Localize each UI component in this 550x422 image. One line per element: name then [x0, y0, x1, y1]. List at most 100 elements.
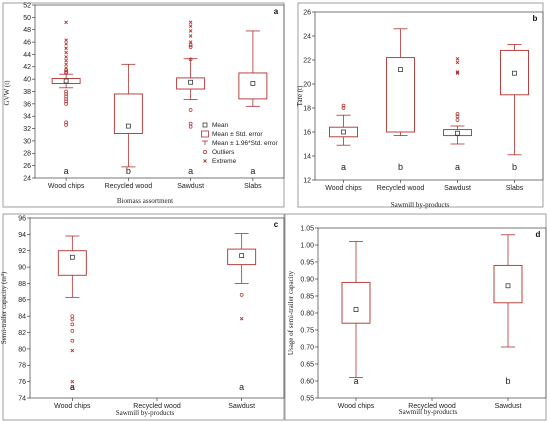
mean-marker-a — [188, 79, 193, 85]
extreme-a — [188, 34, 193, 38]
panel-letter-b: b — [533, 14, 538, 23]
mean-marker-c — [69, 254, 75, 260]
y-tick-label-b: 24 — [303, 33, 311, 40]
y-tick-label-b: 20 — [303, 81, 311, 88]
outlier-a — [64, 89, 68, 94]
y-tick-label-c: 88 — [18, 281, 26, 288]
panel-frame-b — [297, 2, 544, 208]
y-tick-label-d: 0.75 — [300, 327, 314, 334]
x-tick-label-d: Recycled wood — [408, 403, 456, 410]
outlier-b — [341, 103, 346, 108]
mean-marker-b — [455, 130, 460, 136]
outlier-a — [64, 123, 68, 127]
x-tick-label-b: Sawdust — [444, 185, 471, 192]
outlier-a — [64, 94, 68, 99]
legend-label: Extreme — [212, 158, 237, 165]
y-tick-label-d: 0.95 — [300, 259, 314, 266]
y-tick-label-c: 84 — [18, 314, 26, 321]
extreme-a — [64, 38, 68, 43]
y-tick-label-c: 74 — [18, 395, 26, 402]
y-tick-label-a: 52 — [23, 2, 31, 9]
group-letter-d: b — [505, 376, 510, 386]
x-axis-title-b: Sawmill by-products — [391, 201, 450, 209]
y-tick-label-c: 78 — [18, 363, 26, 370]
extreme-a — [64, 46, 68, 51]
y-tick-label-a: 28 — [23, 151, 31, 158]
group-letter-b: b — [398, 162, 403, 172]
y-tick-label-a: 34 — [23, 114, 31, 121]
y-tick-label-c: 80 — [18, 346, 26, 353]
extreme-a — [64, 20, 68, 25]
x-tick-label-b: Slabs — [506, 185, 524, 192]
outlier-a — [188, 121, 193, 126]
box-a — [238, 72, 268, 100]
panel-frame-d — [284, 213, 547, 421]
y-tick-label-b: 22 — [303, 57, 311, 64]
outlier-c — [70, 329, 75, 333]
x-tick-label-c: Sawdust — [228, 403, 255, 410]
y-tick-label-c: 96 — [18, 215, 26, 222]
legend-label: Outliers — [212, 149, 235, 156]
x-tick-label-a: Slabs — [244, 183, 262, 190]
extreme-a — [64, 42, 68, 46]
x-tick-label-d: Wood chips — [338, 403, 375, 410]
group-letter-b: b — [512, 162, 517, 172]
extreme-a — [64, 62, 68, 67]
outlier-a — [64, 97, 68, 101]
y-tick-label-d: 0.65 — [300, 361, 314, 368]
outlier-b — [341, 106, 346, 110]
y-tick-label-a: 48 — [23, 27, 31, 34]
outlier-a — [64, 69, 68, 74]
y-tick-label-b: 18 — [303, 105, 311, 112]
mean-marker-a — [63, 78, 69, 84]
mean-marker-b — [341, 129, 346, 135]
y-tick-label-d: 1.00 — [300, 242, 314, 249]
outlier-a — [188, 45, 193, 49]
extreme-c — [70, 348, 75, 353]
group-letter-c: a — [239, 382, 244, 392]
outlier-c — [70, 317, 75, 322]
extreme-c — [239, 316, 244, 321]
panel-letter-d: d — [536, 230, 541, 239]
mean-marker-b — [512, 70, 517, 76]
x-axis-title-a: Biomass assortment — [117, 197, 173, 205]
x-axis-title-c: Sawmill by-products — [116, 409, 175, 417]
y-tick-label-a: 40 — [23, 77, 31, 84]
outlier-a — [188, 124, 193, 129]
extreme-a — [188, 29, 193, 33]
mean-marker-d — [353, 307, 359, 312]
extreme-a — [64, 58, 68, 63]
outlier-a — [64, 71, 68, 75]
y-tick-label-a: 38 — [23, 89, 31, 96]
mean-marker-c — [239, 253, 245, 258]
outlier-a — [64, 92, 68, 96]
y-tick-label-d: 0.90 — [300, 276, 314, 283]
legend-label: Mean — [212, 122, 229, 129]
y-tick-label-b: 16 — [303, 129, 311, 136]
x-axis-title-d: Sawmill by-products — [399, 408, 458, 416]
y-tick-label-d: 0.55 — [300, 395, 314, 402]
extreme-a — [64, 66, 68, 70]
group-letter-b: a — [341, 162, 346, 172]
outlier-a — [64, 102, 68, 106]
y-tick-label-c: 86 — [18, 297, 26, 304]
legend-symbol-outlier — [203, 150, 207, 154]
y-tick-label-a: 42 — [23, 64, 31, 71]
y-tick-label-d: 0.60 — [300, 378, 314, 385]
y-tick-label-b: 14 — [303, 153, 311, 160]
panel-frame-a — [2, 2, 285, 208]
y-tick-label-b: 12 — [303, 177, 311, 184]
outlier-a — [64, 120, 68, 125]
mean-marker-a — [126, 123, 131, 129]
box-b — [500, 49, 529, 96]
panel-letter-a: a — [274, 7, 279, 16]
y-tick-label-a: 50 — [23, 15, 31, 22]
y-tick-label-a: 44 — [23, 52, 31, 59]
y-tick-label-a: 24 — [23, 175, 31, 182]
x-tick-label-a: Recycled wood — [105, 183, 153, 190]
box-d — [341, 281, 371, 324]
outlier-a — [188, 57, 193, 62]
plot-area-c — [29, 217, 285, 399]
y-tick-label-c: 92 — [18, 248, 26, 255]
group-letter-d: a — [353, 376, 358, 386]
